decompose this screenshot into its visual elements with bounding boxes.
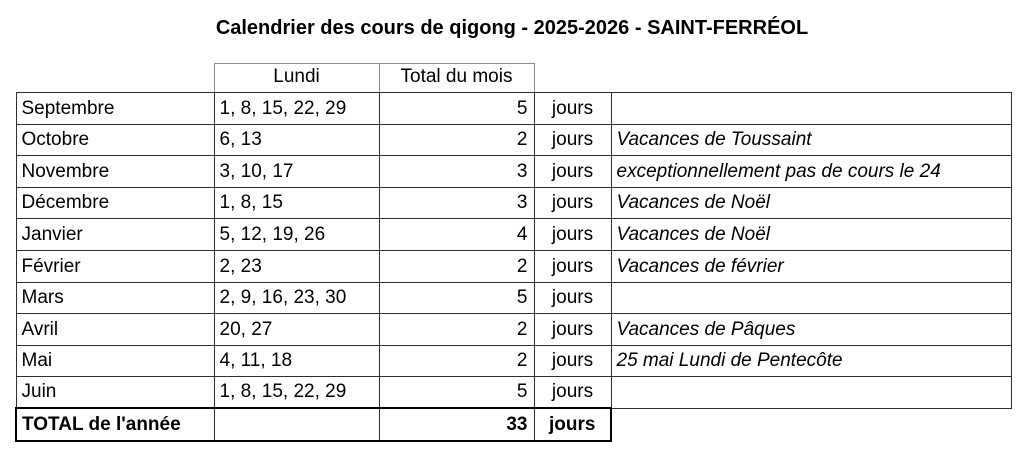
total-cell: 2 (378, 313, 535, 346)
total-cell: 2 (378, 249, 535, 283)
calendar-table: Lundi Total du mois Septembre 1, 8, 15, … (15, 63, 1012, 443)
month-cell: Janvier (15, 218, 215, 251)
table-row: Janvier 5, 12, 19, 26 4 jours Vacances d… (15, 218, 1012, 251)
table-row: Juin 1, 8, 15, 22, 29 5 jours (15, 376, 1012, 409)
dates-cell: 4, 11, 18 (213, 344, 380, 378)
total-cell: 2 (378, 344, 535, 378)
dates-cell: 3, 10, 17 (213, 155, 380, 188)
unit-cell: jours (533, 92, 612, 125)
page-title: Calendrier des cours de qigong - 2025-20… (215, 17, 809, 39)
month-cell: Septembre (15, 92, 215, 125)
header-note-spacer (611, 64, 1011, 93)
note-cell: Vacances de Pâques (610, 313, 1012, 346)
unit-cell: jours (533, 313, 612, 346)
unit-cell: jours (533, 218, 612, 251)
total-cell: 4 (378, 218, 535, 251)
note-cell: Vacances de février (610, 249, 1012, 283)
unit-cell: jours (533, 123, 612, 157)
total-cell: 2 (378, 123, 535, 157)
month-cell: Mars (15, 281, 215, 315)
dates-cell: 1, 8, 15, 22, 29 (213, 376, 380, 409)
total-row-unit-cell: jours (533, 407, 612, 443)
total-cell: 5 (378, 376, 535, 409)
note-cell: exceptionnellement pas de cours le 24 (610, 155, 1012, 188)
table-row: Mai 4, 11, 18 2 jours 25 mai Lundi de Pe… (15, 344, 1012, 378)
month-cell: Juin (15, 376, 215, 409)
total-cell: 3 (378, 186, 535, 220)
note-cell: 25 mai Lundi de Pentecôte (610, 344, 1012, 378)
header-unit-spacer (534, 64, 611, 93)
month-cell: Avril (15, 313, 215, 346)
note-cell (610, 376, 1012, 409)
note-cell (610, 92, 1012, 125)
dates-cell: 1, 8, 15, 22, 29 (213, 92, 380, 125)
unit-cell: jours (533, 186, 612, 220)
unit-cell: jours (533, 155, 612, 188)
table-row: Septembre 1, 8, 15, 22, 29 5 jours (15, 92, 1012, 125)
month-cell: Décembre (15, 186, 215, 220)
unit-cell: jours (533, 281, 612, 315)
unit-cell: jours (533, 376, 612, 409)
header-total-du-mois: Total du mois (378, 63, 535, 93)
table-row: Octobre 6, 13 2 jours Vacances de Toussa… (15, 123, 1012, 157)
table-row: Mars 2, 9, 16, 23, 30 5 jours (15, 281, 1012, 315)
total-cell: 5 (378, 281, 535, 315)
table-row: Novembre 3, 10, 17 3 jours exceptionnell… (15, 155, 1012, 188)
total-row-note-spacer (611, 408, 1011, 441)
dates-cell: 1, 8, 15 (213, 186, 380, 220)
month-cell: Mai (15, 344, 215, 378)
note-cell: Vacances de Noël (610, 218, 1012, 251)
dates-cell: 20, 27 (213, 313, 380, 346)
total-row: TOTAL de l'année 33 jours (15, 407, 1011, 443)
note-cell: Vacances de Toussaint (610, 123, 1012, 157)
note-cell: Vacances de Noël (610, 186, 1012, 220)
header-month-spacer (16, 64, 214, 93)
table-row: Décembre 1, 8, 15 3 jours Vacances de No… (15, 186, 1012, 220)
total-row-label: TOTAL de l'année (15, 407, 215, 443)
dates-cell: 2, 23 (213, 249, 380, 283)
table-row: Février 2, 23 2 jours Vacances de févrie… (15, 249, 1012, 283)
dates-cell: 6, 13 (213, 123, 380, 157)
dates-cell: 5, 12, 19, 26 (213, 218, 380, 251)
month-cell: Octobre (15, 123, 215, 157)
table-row: Avril 20, 27 2 jours Vacances de Pâques (15, 313, 1012, 346)
dates-cell: 2, 9, 16, 23, 30 (213, 281, 380, 315)
unit-cell: jours (533, 249, 612, 283)
total-cell: 5 (378, 92, 535, 125)
total-row-total-cell: 33 (378, 407, 535, 443)
header-lundi: Lundi (213, 63, 380, 93)
note-cell (610, 281, 1012, 315)
total-cell: 3 (378, 155, 535, 188)
header-row: Lundi Total du mois (16, 63, 1011, 93)
unit-cell: jours (533, 344, 612, 378)
month-cell: Novembre (15, 155, 215, 188)
month-cell: Février (15, 249, 215, 283)
total-row-dates-cell (213, 407, 380, 443)
